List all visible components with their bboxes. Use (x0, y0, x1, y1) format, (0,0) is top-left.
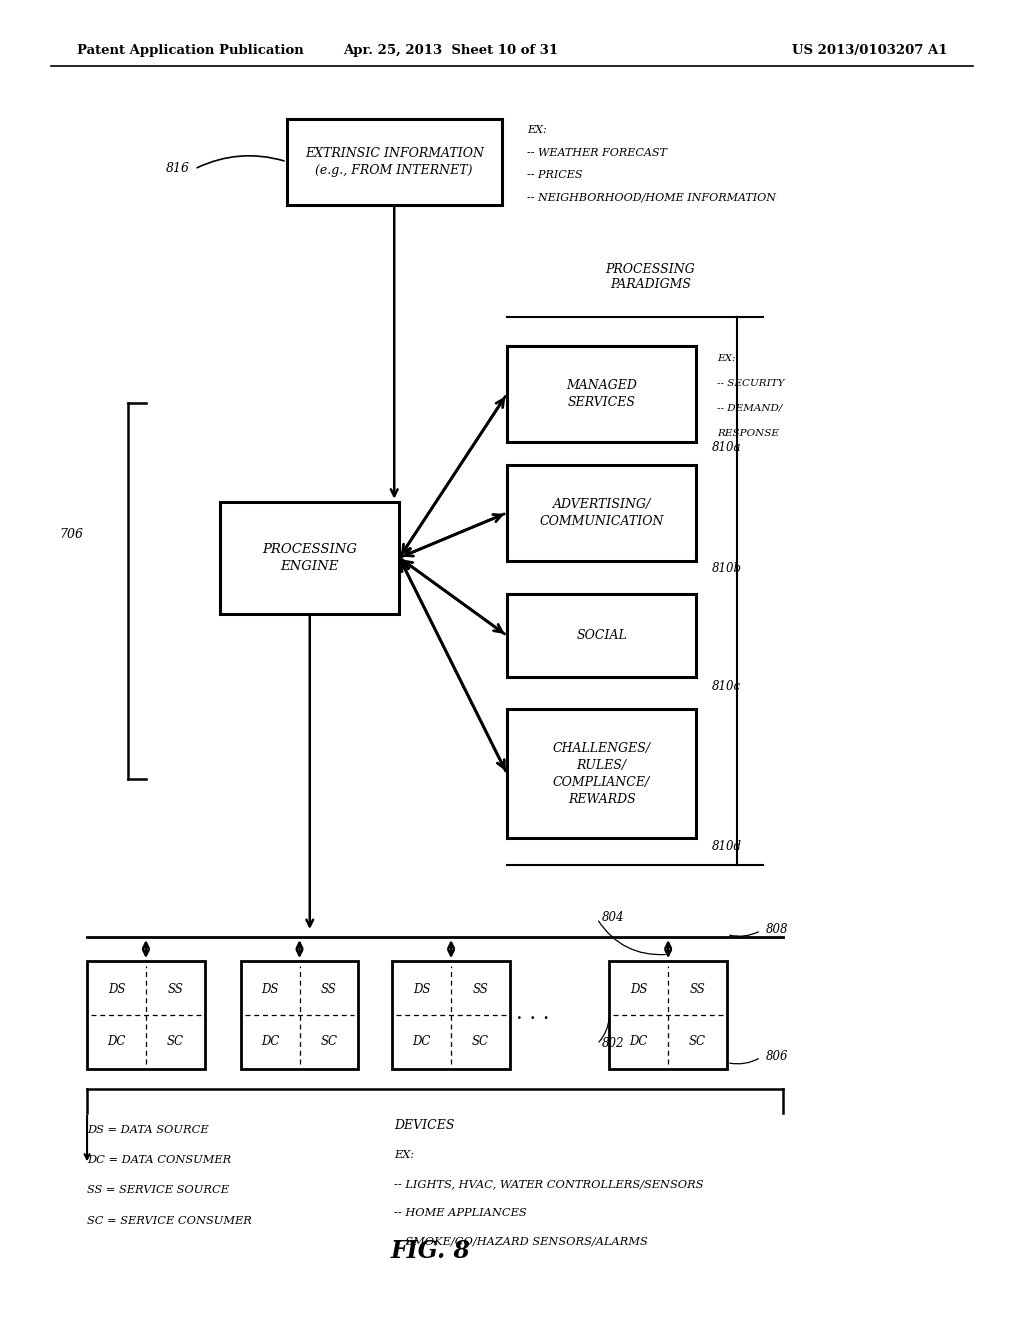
Text: -- LIGHTS, HVAC, WATER CONTROLLERS/SENSORS: -- LIGHTS, HVAC, WATER CONTROLLERS/SENSO… (394, 1179, 703, 1189)
Text: SC: SC (321, 1035, 338, 1048)
Text: 706: 706 (60, 528, 84, 541)
Text: SS = SERVICE SOURCE: SS = SERVICE SOURCE (87, 1185, 229, 1196)
Text: FIG. 8: FIG. 8 (390, 1239, 470, 1263)
Text: EX:: EX: (394, 1150, 415, 1160)
Text: MANAGED
SERVICES: MANAGED SERVICES (566, 379, 637, 409)
Text: EXTRINSIC INFORMATION
(e.g., FROM INTERNET): EXTRINSIC INFORMATION (e.g., FROM INTERN… (305, 147, 483, 177)
Bar (220, 502, 399, 614)
Text: -- NEIGHBORHOOD/HOME INFORMATION: -- NEIGHBORHOOD/HOME INFORMATION (527, 193, 776, 203)
Text: -- SECURITY: -- SECURITY (717, 379, 784, 388)
Bar (241, 961, 358, 1069)
Text: 810c: 810c (712, 680, 740, 693)
Text: DS: DS (630, 982, 647, 995)
Text: -- PRICES: -- PRICES (527, 170, 583, 181)
Text: CHALLENGES/
RULES/
COMPLIANCE/
REWARDS: CHALLENGES/ RULES/ COMPLIANCE/ REWARDS (553, 742, 650, 805)
Bar (287, 119, 502, 205)
Text: SS: SS (690, 982, 706, 995)
Text: Patent Application Publication: Patent Application Publication (77, 44, 303, 57)
Text: 802: 802 (602, 1036, 625, 1049)
Text: PROCESSING
ENGINE: PROCESSING ENGINE (262, 543, 357, 573)
Bar (507, 465, 696, 561)
Bar (392, 961, 510, 1069)
Bar (507, 594, 696, 677)
Text: 810b: 810b (712, 561, 741, 574)
Text: 808: 808 (766, 923, 788, 936)
Text: EX:: EX: (527, 125, 547, 136)
Text: SS: SS (322, 982, 337, 995)
Text: DEVICES: DEVICES (394, 1119, 455, 1133)
Text: SC: SC (167, 1035, 184, 1048)
Text: 806: 806 (766, 1049, 788, 1063)
Text: -- HOME APPLIANCES: -- HOME APPLIANCES (394, 1208, 527, 1218)
Text: SC: SC (689, 1035, 707, 1048)
Text: DC: DC (630, 1035, 648, 1048)
Text: DS: DS (261, 982, 279, 995)
Text: DC = DATA CONSUMER: DC = DATA CONSUMER (87, 1155, 231, 1166)
Text: RESPONSE: RESPONSE (717, 429, 779, 438)
Bar (609, 961, 727, 1069)
Text: 816: 816 (166, 162, 189, 176)
Text: SC: SC (472, 1035, 489, 1048)
Text: DS = DATA SOURCE: DS = DATA SOURCE (87, 1125, 209, 1135)
Bar (87, 961, 205, 1069)
Text: DC: DC (261, 1035, 280, 1048)
Text: SC = SERVICE CONSUMER: SC = SERVICE CONSUMER (87, 1216, 252, 1226)
Text: SOCIAL: SOCIAL (577, 630, 627, 642)
Text: DC: DC (108, 1035, 126, 1048)
Text: 810a: 810a (712, 441, 741, 454)
Bar (507, 709, 696, 838)
Text: SS: SS (168, 982, 183, 995)
Text: -- DEMAND/: -- DEMAND/ (717, 404, 782, 413)
Text: US 2013/0103207 A1: US 2013/0103207 A1 (792, 44, 947, 57)
Text: -- WEATHER FORECAST: -- WEATHER FORECAST (527, 148, 668, 158)
Text: -- SMOKE/CO/HAZARD SENSORS/ALARMS: -- SMOKE/CO/HAZARD SENSORS/ALARMS (394, 1237, 648, 1247)
Text: . . .: . . . (516, 1005, 549, 1023)
Bar (507, 346, 696, 442)
Text: DC: DC (413, 1035, 431, 1048)
Text: DS: DS (108, 982, 125, 995)
Text: 810d: 810d (712, 840, 741, 853)
Text: PROCESSING
PARADIGMS: PROCESSING PARADIGMS (605, 263, 695, 292)
Text: 804: 804 (602, 911, 625, 924)
Text: ADVERTISING/
COMMUNICATION: ADVERTISING/ COMMUNICATION (540, 498, 664, 528)
Text: SS: SS (473, 982, 488, 995)
Text: EX:: EX: (717, 354, 735, 363)
Text: DS: DS (413, 982, 430, 995)
Text: Apr. 25, 2013  Sheet 10 of 31: Apr. 25, 2013 Sheet 10 of 31 (343, 44, 558, 57)
